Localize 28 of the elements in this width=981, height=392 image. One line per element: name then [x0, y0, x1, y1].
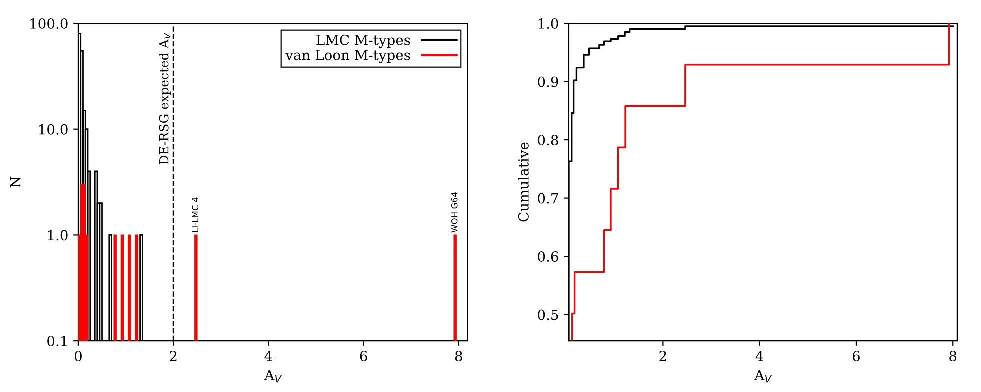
y-tick-label: 0.9: [538, 76, 558, 88]
x-tick-label: 4: [264, 351, 272, 362]
ref-line-label: DE-RSG expected A$_{V}$: [159, 32, 172, 164]
y-axis-title: Cumulative: [518, 142, 529, 222]
annotation: LI-LMC 4: [192, 198, 199, 232]
x-axis-title: A$_{V}$: [754, 370, 772, 383]
y-tick-label: 0.7: [538, 193, 558, 204]
x-tick-label: 2: [660, 351, 666, 362]
x-tick-label: 8: [950, 351, 957, 362]
y-tick-label: 10.0: [40, 124, 68, 135]
y-tick-label: 0.8: [538, 135, 558, 146]
y-tick-label: 0.6: [538, 252, 558, 262]
y-tick-label: 100.0: [30, 18, 68, 29]
x-tick-label: 0: [74, 351, 82, 362]
x-tick-label: 6: [360, 351, 368, 362]
x-tick-label: 2: [170, 351, 177, 362]
y-axis-title: N: [10, 176, 21, 188]
legend-label: van Loon M-types: [286, 50, 410, 64]
x-tick-label: 6: [852, 351, 860, 362]
y-tick-label: 1.0: [538, 18, 558, 29]
annotation: WOH G64: [451, 192, 458, 233]
y-tick-label: 0.5: [538, 310, 558, 320]
legend-label: LMC M-types: [316, 34, 410, 48]
y-tick-label: 1.0: [48, 230, 68, 241]
x-axis-title: A$_{V}$: [264, 370, 282, 383]
y-tick-label: 0.1: [48, 336, 67, 347]
x-tick-label: 8: [455, 351, 462, 362]
x-tick-label: 4: [756, 351, 764, 362]
